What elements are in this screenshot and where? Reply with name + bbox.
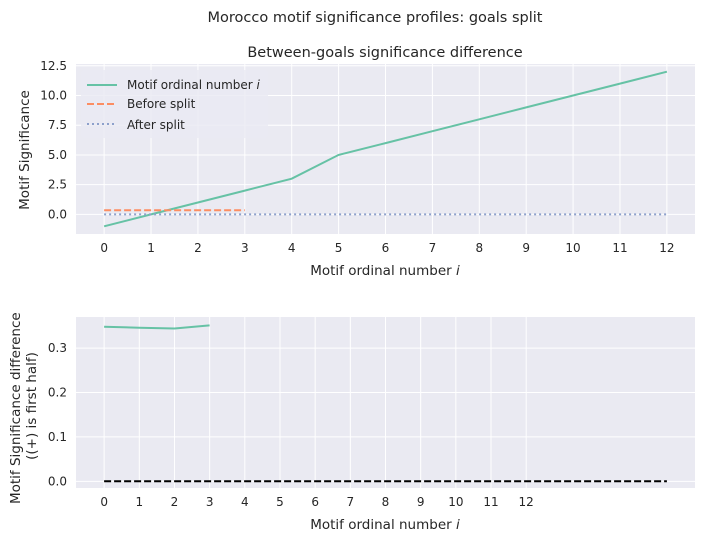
bot-y-tick-label: 0.1	[48, 430, 67, 444]
top-y-tick-label: 12.5	[40, 59, 67, 73]
legend-label-motif-text: Motif ordinal number	[127, 78, 257, 92]
bot-x-tick-label: 12	[519, 495, 534, 509]
bottom-x-axis-label-var: i	[456, 517, 460, 533]
top-y-tick-label: 0.0	[48, 207, 67, 221]
top-x-tick-label: 3	[241, 241, 249, 255]
top-x-tick-label: 6	[382, 241, 390, 255]
bot-x-tick-label: 4	[241, 495, 249, 509]
top-x-tick-label: 10	[565, 241, 580, 255]
figure-suptitle: Morocco motif significance profiles: goa…	[208, 10, 543, 26]
top-x-tick-label: 12	[659, 241, 674, 255]
top-x-tick-label: 1	[147, 241, 155, 255]
legend-label-before: Before split	[127, 97, 196, 111]
legend-label-motif-var: i	[257, 78, 261, 92]
top-chart: Between-goals significance difference 0 1…	[17, 45, 695, 279]
top-x-tick-label: 11	[612, 241, 627, 255]
bot-x-tick-label: 9	[417, 495, 425, 509]
bottom-x-axis-label: Motif ordinal number i	[310, 517, 460, 533]
top-y-tick-label: 2.5	[48, 178, 67, 192]
top-y-tick-label: 7.5	[48, 118, 67, 132]
top-x-tick-label: 5	[335, 241, 343, 255]
top-x-tick-label: 7	[429, 241, 437, 255]
bottom-x-axis-label-text: Motif ordinal number	[310, 517, 456, 533]
top-x-tick-label: 0	[100, 241, 108, 255]
bot-series-line-0	[104, 324, 210, 330]
legend-box	[81, 70, 268, 138]
top-x-axis-label-text: Motif ordinal number	[310, 263, 456, 279]
bot-x-tick-label: 8	[382, 495, 390, 509]
top-y-tick-label: 5.0	[48, 148, 67, 162]
bottom-y-axis-label-line-2: ((+) is first half)	[24, 352, 40, 460]
top-x-tick-label: 8	[475, 241, 483, 255]
bot-x-tick-label: 7	[347, 495, 355, 509]
top-y-tick-label: 10.0	[40, 89, 67, 103]
top-x-axis-label: Motif ordinal number i	[310, 263, 460, 279]
top-y-axis-label: Motif Significance	[17, 90, 33, 210]
top-y-ticks: 0.0 2.5 5.0 7.5 10.0 12.5	[40, 59, 67, 222]
bot-x-tick-label: 11	[483, 495, 498, 509]
bot-x-tick-label: 6	[311, 495, 319, 509]
bot-x-tick-label: 5	[276, 495, 284, 509]
bot-x-tick-label: 3	[206, 495, 214, 509]
bottom-y-ticks: 0.0 0.1 0.2 0.3	[48, 341, 67, 488]
legend: Motif ordinal number i Before split Afte…	[81, 70, 268, 138]
bot-y-tick-label: 0.3	[48, 341, 67, 355]
top-chart-title: Between-goals significance difference	[247, 45, 522, 61]
top-x-ticks: 0 1 2 3 4 5 6 7 8 9 10 11 12	[100, 241, 674, 255]
bot-x-tick-label: 1	[135, 495, 143, 509]
bot-y-tick-label: 0.0	[48, 474, 67, 488]
bottom-y-axis-label-line-1: Motif Significance difference	[8, 312, 24, 504]
bot-x-tick-label: 2	[171, 495, 179, 509]
bot-x-tick-label: 10	[448, 495, 463, 509]
bottom-x-ticks: 0 1 2 3 4 5 6 7 8 9 10 11 12	[100, 495, 534, 509]
top-x-axis-label-var: i	[456, 263, 460, 279]
bot-x-tick-label: 0	[100, 495, 108, 509]
top-x-tick-label: 2	[194, 241, 202, 255]
top-x-tick-label: 4	[288, 241, 296, 255]
bot-y-tick-label: 0.2	[48, 386, 67, 400]
top-x-tick-label: 9	[522, 241, 530, 255]
bottom-chart: 0 1 2 3 4 5 6 7 8 9 10 11 12 0.00.10.20.3 Motif ordi…	[8, 308, 695, 533]
bottom-y-axis-label: Motif Significance difference ((+) is fi…	[8, 308, 40, 504]
top-series-line-0	[103, 70, 668, 228]
legend-label-after: After split	[127, 118, 185, 132]
bottom-series-layer	[104, 324, 667, 483]
legend-label-motif: Motif ordinal number i	[127, 78, 261, 92]
top-series-layer	[103, 70, 668, 228]
